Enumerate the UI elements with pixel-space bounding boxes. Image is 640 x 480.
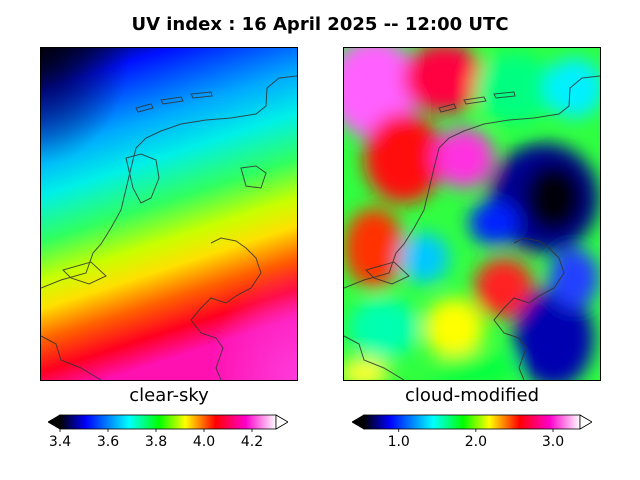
clear-sky-map bbox=[41, 48, 297, 380]
clear-sky-colorbar-tick-label: 3.8 bbox=[144, 434, 168, 450]
cloud-modified-colorbar-tick-label: 3.0 bbox=[541, 434, 565, 450]
cloud-modified-map bbox=[344, 48, 600, 380]
cloud-modified-colorbar-tick-label: 2.0 bbox=[464, 434, 487, 450]
cloud-modified-colorbar-tick-label: 1.0 bbox=[387, 434, 410, 450]
clear-sky-colorbar-tick-label: 3.6 bbox=[96, 434, 120, 450]
colorbar-max-arrow bbox=[275, 414, 288, 430]
clear-sky-colorbar-tick-label: 3.4 bbox=[48, 434, 72, 450]
cloud-modified-map-panel bbox=[343, 47, 601, 381]
cloud-modified-colorbar bbox=[352, 414, 592, 432]
clear-sky-colorbar bbox=[48, 414, 288, 432]
cloud-modified-label: cloud-modified bbox=[404, 385, 540, 406]
clear-sky-label: clear-sky bbox=[129, 385, 209, 406]
coastline-right bbox=[344, 75, 600, 380]
colorbar-min-arrow bbox=[352, 414, 365, 430]
colorbar-min-arrow bbox=[48, 414, 61, 430]
colorbar-max-arrow bbox=[579, 414, 592, 430]
figure-title: UV index : 16 April 2025 -- 12:00 UTC bbox=[131, 14, 509, 35]
clear-sky-colorbar-tick-label: 4.0 bbox=[192, 434, 216, 450]
coastline-left bbox=[41, 75, 297, 380]
clear-sky-map-panel bbox=[40, 47, 298, 381]
clear-sky-colorbar-tick-label: 4.2 bbox=[240, 434, 264, 450]
